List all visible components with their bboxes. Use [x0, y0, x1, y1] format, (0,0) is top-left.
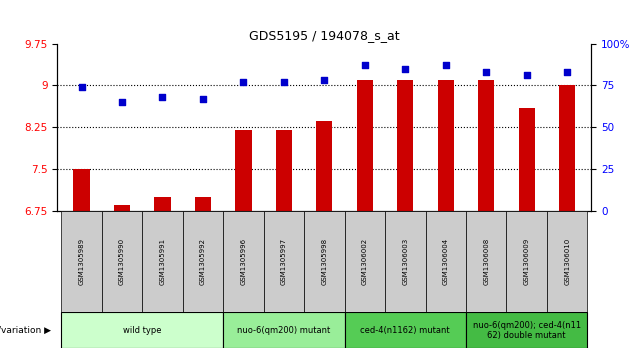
Point [279, 79, 289, 85]
Bar [345, 312, 466, 348]
Text: genotype/variation ▶: genotype/variation ▶ [0, 326, 51, 335]
Bar [559, 85, 576, 211]
Bar [223, 211, 264, 312]
Text: wild type: wild type [123, 326, 162, 335]
Text: GSM1305998: GSM1305998 [321, 238, 328, 285]
Point [481, 69, 492, 75]
Bar [223, 312, 345, 348]
Point [319, 77, 329, 83]
Bar [466, 211, 506, 312]
Point [157, 94, 167, 100]
Bar [316, 122, 333, 211]
Bar [183, 211, 223, 312]
Bar [506, 211, 547, 312]
Bar [142, 211, 183, 312]
Bar [304, 211, 345, 312]
Bar [61, 312, 223, 348]
Bar [398, 80, 413, 211]
Bar [264, 211, 304, 312]
Bar [114, 205, 130, 211]
Text: GSM1306002: GSM1306002 [362, 238, 368, 285]
Text: GSM1306008: GSM1306008 [483, 238, 489, 285]
Bar [61, 211, 102, 312]
Point [522, 72, 532, 78]
Point [76, 84, 86, 90]
Point [441, 62, 451, 68]
Text: ced-4(n1162) mutant: ced-4(n1162) mutant [361, 326, 450, 335]
Bar [547, 211, 588, 312]
Bar [195, 197, 211, 211]
Bar [155, 197, 170, 211]
Bar [385, 211, 425, 312]
Point [117, 99, 127, 105]
Point [562, 69, 572, 75]
Text: GSM1306004: GSM1306004 [443, 238, 449, 285]
Text: GSM1306009: GSM1306009 [523, 238, 530, 285]
Text: GSM1306010: GSM1306010 [564, 238, 570, 285]
Bar [102, 211, 142, 312]
Bar [466, 312, 588, 348]
Text: GSM1305990: GSM1305990 [119, 238, 125, 285]
Text: GSM1305996: GSM1305996 [240, 238, 246, 285]
Bar [235, 130, 251, 211]
Point [198, 96, 208, 102]
Text: GSM1306003: GSM1306003 [403, 238, 408, 285]
Bar [276, 130, 292, 211]
Bar [345, 211, 385, 312]
Bar [425, 211, 466, 312]
Text: GSM1305992: GSM1305992 [200, 238, 206, 285]
Text: nuo-6(qm200) mutant: nuo-6(qm200) mutant [237, 326, 331, 335]
Bar [438, 80, 454, 211]
Text: GSM1305997: GSM1305997 [281, 238, 287, 285]
Bar [357, 80, 373, 211]
Point [400, 66, 410, 72]
Bar [478, 80, 494, 211]
Title: GDS5195 / 194078_s_at: GDS5195 / 194078_s_at [249, 29, 399, 42]
Bar [518, 107, 535, 211]
Text: GSM1305991: GSM1305991 [160, 238, 165, 285]
Text: GSM1305989: GSM1305989 [78, 238, 85, 285]
Bar [73, 169, 90, 211]
Text: nuo-6(qm200); ced-4(n11
62) double mutant: nuo-6(qm200); ced-4(n11 62) double mutan… [473, 321, 581, 340]
Point [360, 62, 370, 68]
Point [238, 79, 249, 85]
